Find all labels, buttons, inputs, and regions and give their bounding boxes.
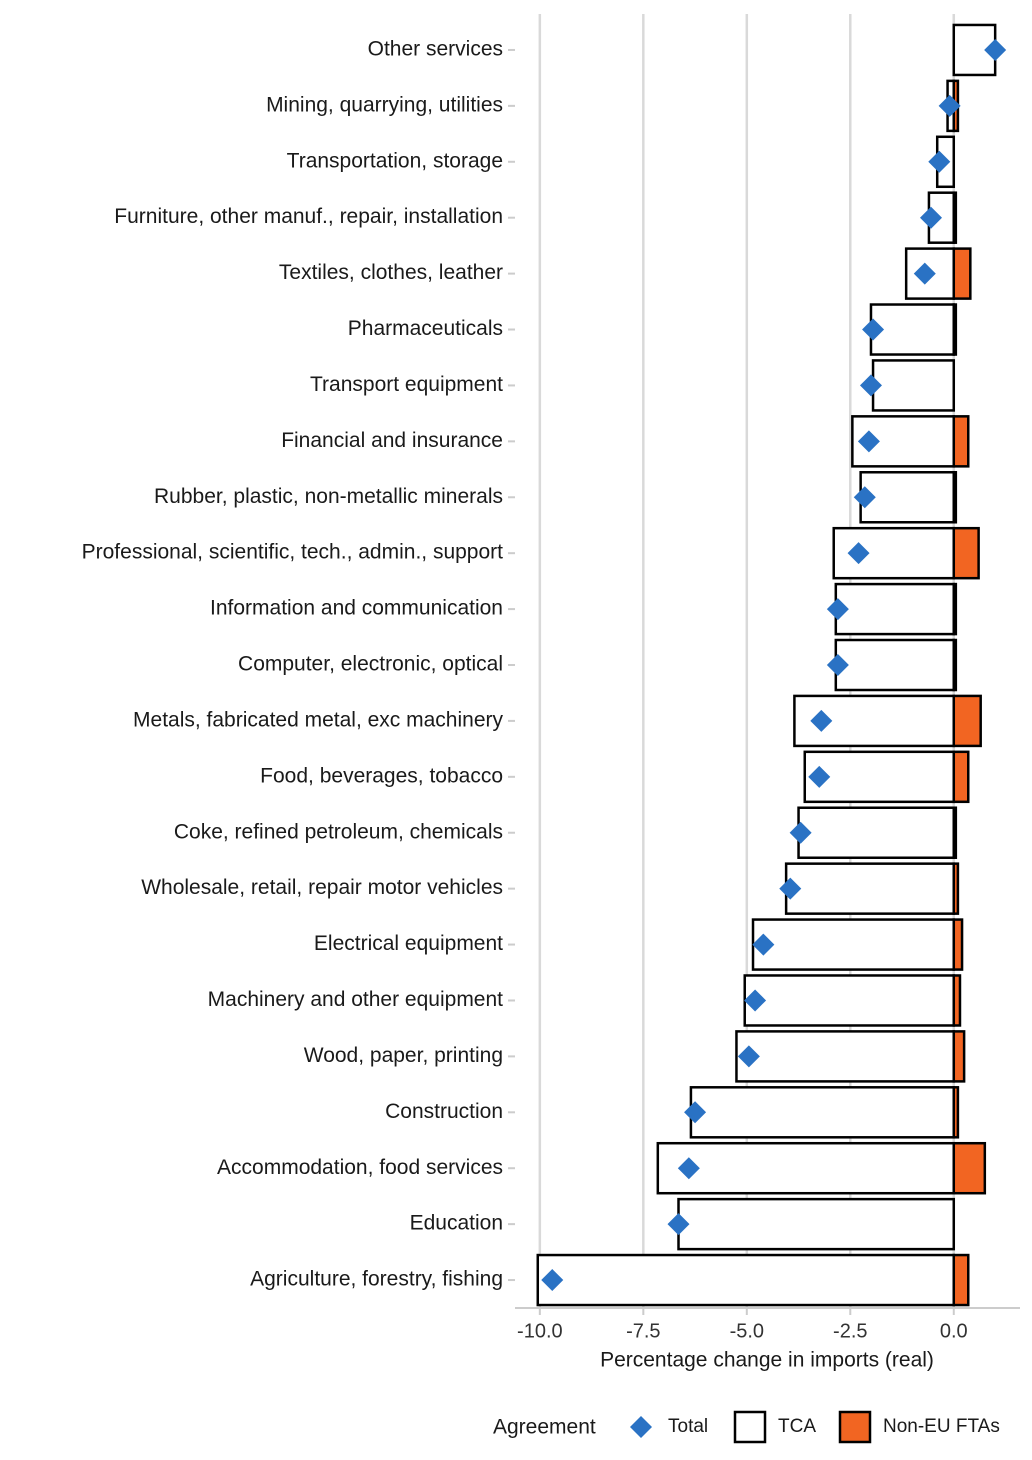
bar [797, 806, 956, 859]
bar [871, 359, 956, 412]
y-tick-label: Education [410, 1212, 503, 1235]
bar [952, 694, 982, 748]
y-tick-label: Metals, fabricated metal, exc machinery [133, 708, 503, 731]
point [826, 654, 849, 676]
bar [869, 303, 956, 356]
x-axis-title: Percentage change in imports (real) [600, 1349, 934, 1372]
point [862, 318, 885, 341]
y-tick-label: Rubber, plastic, non-metallic minerals [154, 485, 503, 508]
point [667, 1213, 690, 1236]
y-tick-label: Furniture, other manuf., repair, install… [114, 205, 503, 228]
y-tick-label: Professional, scientific, tech., admin.,… [82, 541, 504, 564]
y-tick-label: Textiles, clothes, leather [279, 261, 503, 284]
point [853, 486, 876, 509]
y-tick-label: Construction [385, 1100, 503, 1123]
bar [952, 918, 964, 971]
y-tick-label: Transportation, storage [287, 149, 503, 172]
y-tick-label: Wholesale, retail, repair motor vehicles [141, 876, 503, 899]
point [737, 1045, 760, 1068]
bar [751, 918, 956, 971]
point [779, 877, 802, 900]
bar [952, 806, 958, 859]
point [913, 262, 936, 285]
bar [952, 582, 958, 636]
x-tick-label: -2.5 [833, 1320, 867, 1342]
bar [735, 1030, 956, 1083]
bar [952, 862, 960, 915]
bar [689, 1086, 956, 1139]
bar [952, 1086, 960, 1139]
bar [952, 247, 972, 300]
legend-label: Total [668, 1416, 708, 1437]
bar [952, 1253, 970, 1307]
bar [952, 191, 958, 244]
y-tick-label: Coke, refined petroleum, chemicals [174, 820, 503, 843]
point [752, 933, 775, 956]
bar [784, 862, 956, 915]
point [684, 1101, 707, 1124]
point [920, 206, 943, 229]
point [847, 542, 870, 565]
x-tick-label: -10.0 [517, 1320, 563, 1342]
bar [834, 638, 956, 692]
y-tick-label: Accommodation, food services [217, 1156, 503, 1179]
y-tick-label: Financial and insurance [281, 429, 503, 452]
bar [952, 471, 958, 524]
y-tick-label: Pharmaceuticals [348, 317, 503, 340]
legend-title: Agreement [493, 1416, 596, 1439]
bar [952, 1141, 987, 1195]
point [938, 94, 961, 117]
x-tick-label: -5.0 [730, 1320, 764, 1342]
y-tick-label: Food, beverages, tobacco [260, 764, 503, 787]
y-tick-label: Other services [368, 38, 503, 61]
point [857, 430, 880, 453]
bar [952, 750, 970, 804]
point [810, 709, 833, 732]
bar [536, 1253, 956, 1307]
legend-marker [630, 1416, 652, 1438]
y-tick-label: Electrical equipment [314, 932, 503, 955]
bar [952, 526, 980, 580]
point [826, 598, 849, 621]
legend-label: Non-EU FTAs [883, 1416, 1000, 1437]
point [677, 1157, 700, 1180]
point [859, 374, 882, 397]
bar [656, 1141, 956, 1195]
bar [952, 638, 958, 692]
point [789, 821, 812, 844]
y-tick-label: Information and communication [210, 597, 503, 620]
legend-label: TCA [778, 1416, 816, 1437]
y-tick-label: Wood, paper, printing [304, 1044, 503, 1067]
y-tick-label: Agriculture, forestry, fishing [250, 1268, 503, 1291]
point [744, 989, 767, 1012]
legend-marker [838, 1410, 872, 1444]
point [541, 1269, 564, 1292]
x-tick-label: -7.5 [626, 1320, 660, 1342]
bar [834, 582, 956, 636]
y-tick-label: Mining, quarrying, utilities [266, 93, 503, 116]
legend: Agreement Total TCA Non-EU FTAs [493, 1410, 1000, 1444]
point [808, 765, 831, 788]
point [984, 38, 1007, 61]
bar [952, 303, 958, 356]
point [928, 150, 951, 173]
bar [743, 974, 956, 1027]
bar [677, 1197, 956, 1251]
y-tick-label: Transport equipment [310, 373, 503, 396]
bar [952, 415, 970, 468]
bar [952, 974, 962, 1027]
y-tick-label: Computer, electronic, optical [238, 653, 503, 676]
legend-marker [733, 1410, 767, 1444]
y-tick-label: Machinery and other equipment [208, 988, 504, 1011]
bar [952, 1030, 966, 1083]
x-tick-label: 0.0 [940, 1320, 968, 1342]
